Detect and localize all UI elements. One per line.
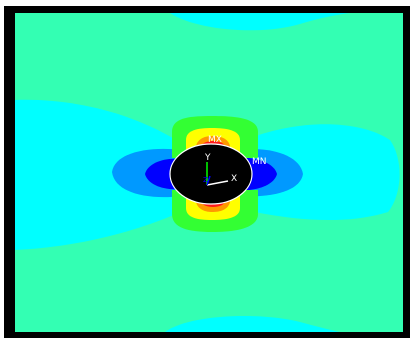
axis-x-line bbox=[206, 180, 229, 186]
contour-band-cyan-top bbox=[170, 13, 350, 31]
contour-band-cyan-left bbox=[15, 99, 176, 250]
contour-band-cyan-bottom bbox=[165, 316, 340, 332]
axis-z-line bbox=[206, 175, 211, 186]
axis-y-label: Y bbox=[204, 153, 211, 163]
axis-z-label: Z bbox=[203, 176, 208, 184]
hole bbox=[170, 144, 252, 204]
hole-edge bbox=[169, 143, 253, 205]
axis-triad: Y X Z bbox=[203, 153, 237, 186]
contour-band-cyan-right bbox=[245, 124, 400, 221]
min-label: MN bbox=[252, 157, 267, 167]
max-label: MX bbox=[208, 135, 222, 145]
axis-x-label: X bbox=[231, 174, 237, 184]
